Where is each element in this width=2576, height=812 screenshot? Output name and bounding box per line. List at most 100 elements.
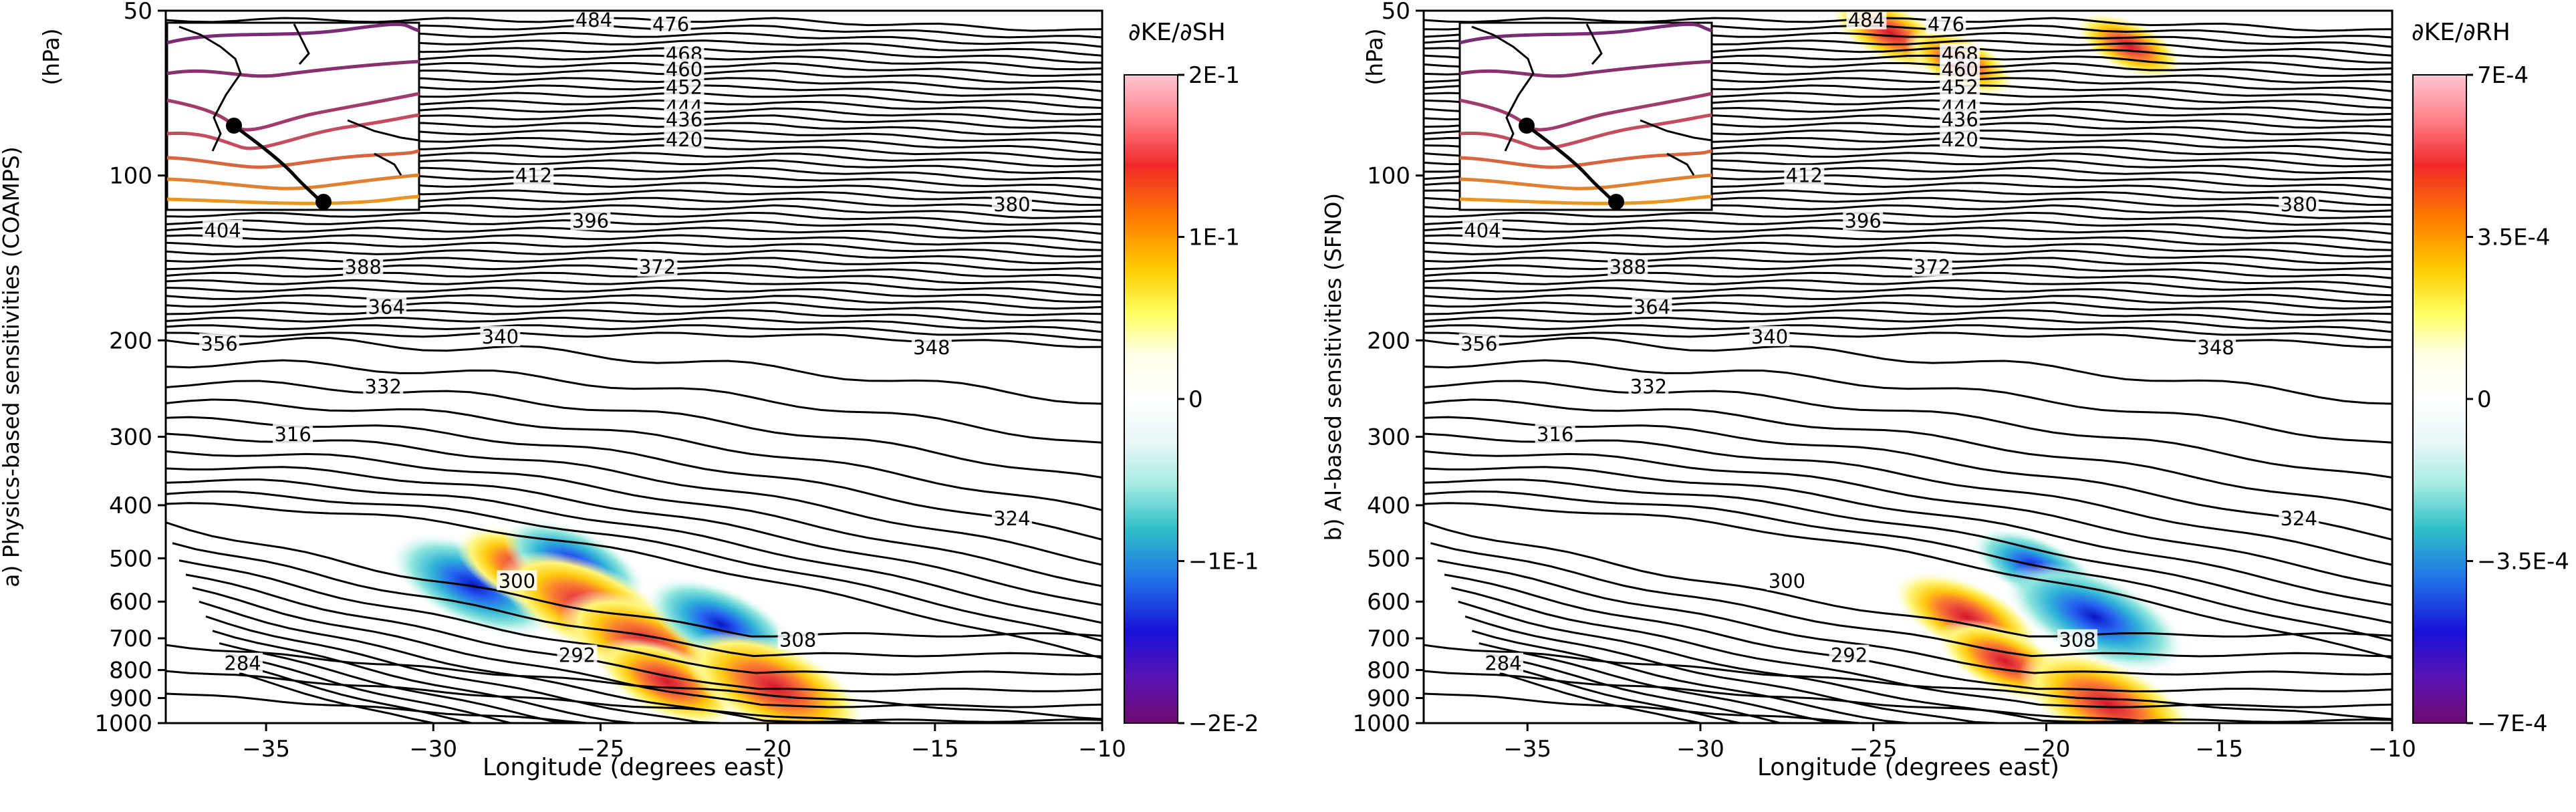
isentrope-label: 324 [2281,507,2317,530]
isentrope-label: 300 [499,569,535,592]
isentrope-label: 316 [1537,423,1573,446]
colorbar-tick-label: −1E-1 [1188,549,1259,575]
isentrope-label: 372 [639,256,676,279]
y-tick-label: 400 [1367,493,1410,519]
isentrope-line [166,249,1102,265]
isentrope-line [166,264,1102,279]
x-tick-label: −35 [242,736,290,763]
isentrope-line [1444,573,2392,692]
isentrope-line [1424,466,2392,606]
isentrope-label: 324 [993,507,1030,530]
y-axis-unit-a: (hPa) [38,28,64,85]
isentrope-label: 292 [559,644,596,667]
isentrope-label: 300 [1769,569,1805,592]
isentrope-line [1424,219,2392,235]
isentrope-line [1424,316,2392,333]
negative-sensitivity-region [2005,561,2185,672]
isentrope-line [1424,478,2392,624]
isentrope-label: 388 [345,256,382,279]
isentrope-line [166,466,1102,606]
colorbar-title-b: ∂KE/∂RH [2412,19,2510,46]
isentrope-line [166,316,1102,333]
isentrope-line [1424,257,2392,271]
isentrope-line [166,257,1102,271]
isentrope-label: 308 [779,629,816,652]
isentrope-line [1471,630,2392,723]
isentrope-line [1424,294,2392,310]
isentrope-line [1424,692,2392,723]
isentrope-line [212,630,1102,723]
x-tick-label: −10 [1078,736,1126,763]
isentrope-label: 292 [1831,644,1867,667]
plot-frame-a [164,9,1104,724]
colorbar-tick-label: −2E-2 [1188,710,1259,737]
isentrope-line [239,672,1102,723]
y-tick-label: 900 [1367,686,1410,712]
isentrope-line [166,234,1102,251]
isentrope-line [1424,309,2392,324]
isentrope-line [166,398,1102,511]
y-tick-label: 50 [124,0,152,25]
isentrope-label: 340 [482,325,519,348]
isentrope-label: 332 [1630,376,1667,398]
isentrope-label: 484 [575,9,612,31]
negative-sensitivity-region [391,533,556,637]
positive-sensitivity-region [596,637,739,723]
colorbar-tick-label: 2E-1 [1188,62,1240,89]
positive-sensitivity-region [2019,649,2199,723]
isentrope-line [166,294,1102,310]
isentrope-labels-b: 4844764684604524444364204284124043963803… [1458,9,2319,675]
y-axis-label-b: b) AI-based sensitivities (SFNO) [1320,193,1346,541]
isentrope-line [1424,398,2392,511]
y-tick-label: 1000 [1352,710,1410,737]
isentrope-line [1424,324,2392,342]
y-tick-label: 200 [109,327,152,354]
isentrope-label: 396 [572,209,609,232]
isentrope-line [1499,672,2392,723]
x-tick-label: −25 [1849,736,1898,763]
isentrope-line [166,644,1102,720]
isentrope-contours-b [1424,17,2392,723]
isentrope-label: 308 [2059,629,2095,652]
isentrope-line [1430,542,2392,658]
y-tick-label: 1000 [94,710,152,737]
isentrope-label: 284 [224,652,261,675]
isentrope-label: 420 [1941,128,1978,151]
y-tick-label: 300 [109,424,152,451]
isentrope-line [1424,227,2392,244]
isentrope-line [166,219,1102,235]
isentrope-line [1424,264,2392,279]
inset-map-a [166,21,420,211]
x-tick-label: −30 [409,736,457,763]
isentrope-line [1424,359,2392,444]
positive-sensitivity-region [684,630,866,723]
x-tick-label: −35 [1503,736,1551,763]
y-tick-label: 900 [109,686,152,712]
isentrope-line [166,380,1102,479]
y-tick-label: 100 [109,163,152,190]
isentrope-line [166,286,1102,303]
isentrope-line [1424,211,2392,226]
isentrope-label: 452 [1941,76,1978,99]
y-tick-label: 600 [109,589,152,616]
x-tick-label: −20 [744,736,792,763]
isentrope-line [225,652,1102,723]
x-axis-b: −35 −30 −25 −20 −15 −10 [1503,723,2416,763]
y-tick-label: 600 [1367,589,1410,616]
panel-a: 4844764684604524444364204284124043963803… [0,0,1259,781]
isentrope-line [1451,587,2392,708]
isentrope-line [219,642,1102,723]
isentrope-label: 364 [1634,296,1670,319]
isentrope-line [166,211,1102,226]
colorbar-tick-label: −3.5E-4 [2477,549,2569,575]
y-tick-label: 50 [1382,0,1410,25]
isentrope-line [166,241,1102,258]
isentrope-label: 476 [1928,13,1964,36]
isentrope-label: 412 [1786,164,1823,187]
isentrope-label: 380 [2281,193,2317,216]
isentrope-line [1464,615,2392,723]
y-tick-label: 800 [1367,658,1410,684]
colorbar-tick-label: 1E-1 [1188,225,1240,251]
isentrope-line [1424,490,2392,642]
